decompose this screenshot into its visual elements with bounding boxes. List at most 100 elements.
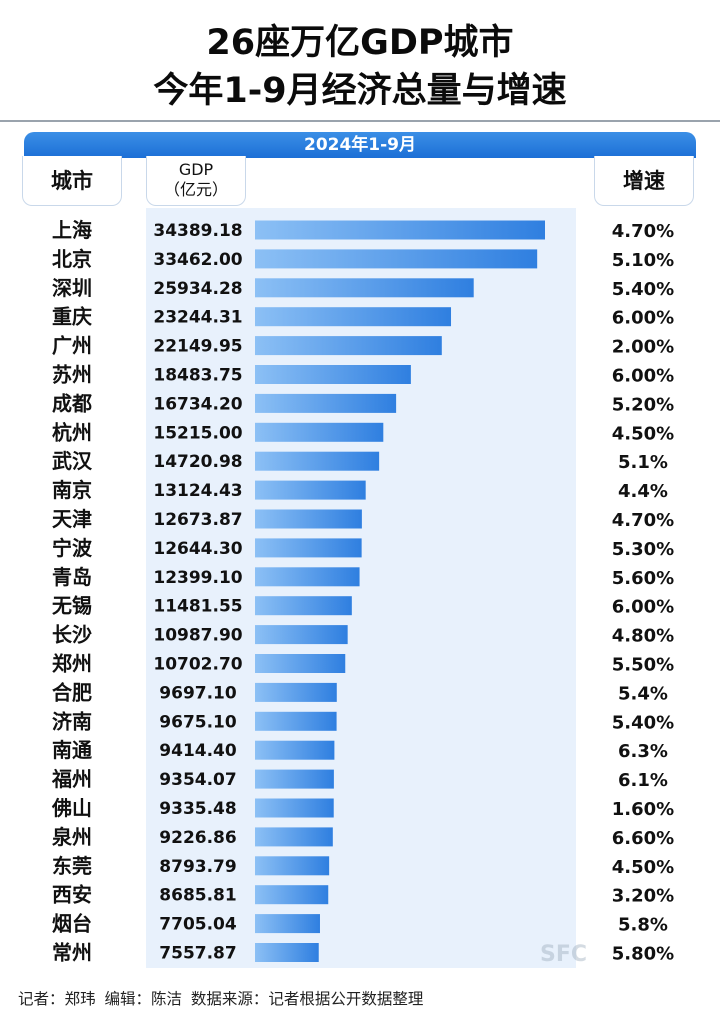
growth-rate-label: 5.1%: [618, 452, 668, 473]
table-row: 郑州 10702.70 5.50%: [52, 652, 674, 676]
gdp-bar: [255, 856, 330, 876]
table-row: 东莞 8793.79 4.50%: [52, 854, 674, 878]
gdp-value-label: 9414.40: [159, 741, 237, 761]
growth-rate-label: 5.80%: [612, 944, 674, 965]
footer-editor: 编辑：陈洁: [104, 990, 182, 1008]
column-header-gdp-unit: （亿元）: [163, 180, 228, 199]
watermark-logo: SFC: [540, 942, 588, 967]
table-row: 泉州 9226.86 6.60%: [51, 825, 674, 849]
gdp-bar: [255, 365, 411, 384]
city-label: 济南: [52, 709, 92, 733]
footer-reporter: 记者：郑玮: [18, 990, 96, 1008]
growth-rate-label: 5.50%: [612, 655, 674, 676]
gdp-value-label: 11481.55: [153, 597, 242, 617]
table-row: 广州 22149.95 2.00%: [52, 334, 674, 358]
gdp-value-label: 10987.90: [153, 626, 242, 646]
gdp-bar: [255, 480, 366, 500]
table-row: 成都 16734.20 5.20%: [52, 391, 674, 415]
city-label: 苏州: [52, 363, 92, 387]
gdp-value-label: 16734.20: [153, 394, 242, 414]
growth-rate-label: 6.00%: [612, 308, 674, 329]
growth-rate-label: 6.1%: [618, 770, 668, 791]
gdp-value-label: 13124.43: [153, 481, 242, 501]
city-label: 福州: [51, 767, 92, 791]
gdp-value-label: 7705.04: [159, 915, 237, 935]
city-label: 重庆: [52, 305, 92, 329]
gdp-bar: [255, 538, 362, 558]
gdp-value-label: 14720.98: [153, 452, 242, 472]
city-label: 杭州: [52, 420, 92, 444]
column-header-growth: 增速: [594, 156, 694, 206]
growth-rate-label: 6.3%: [618, 741, 668, 762]
gdp-panel-background: [146, 208, 576, 968]
gdp-bar: [255, 278, 474, 298]
growth-rate-label: 5.30%: [612, 539, 674, 560]
gdp-bar: [255, 307, 452, 327]
growth-rate-label: 5.40%: [612, 279, 674, 300]
column-header-city: 城市: [22, 156, 122, 206]
city-label: 泉州: [51, 825, 92, 849]
city-label: 青岛: [52, 565, 92, 589]
table-row: 南通 9414.40 6.3%: [52, 738, 668, 762]
column-header-gdp-label: GDP: [178, 160, 214, 179]
gdp-bar: [255, 943, 319, 962]
gdp-value-label: 9226.86: [159, 828, 236, 848]
city-label: 北京: [52, 247, 92, 271]
gdp-value-label: 15215.00: [153, 423, 242, 443]
city-label: 成都: [52, 391, 92, 415]
gdp-value-label: 9675.10: [159, 712, 237, 732]
gdp-value-label: 9335.48: [159, 799, 236, 819]
table-row: 北京 33462.00 5.10%: [52, 247, 674, 271]
city-label: 宁波: [52, 536, 93, 560]
growth-rate-label: 6.60%: [612, 828, 674, 849]
table-row: 天津 12673.87 4.70%: [52, 507, 674, 531]
gdp-value-label: 33462.00: [153, 250, 242, 270]
city-label: 上海: [52, 218, 92, 242]
table-row: 长沙 10987.90 4.80%: [52, 623, 674, 647]
table-row: 佛山 9335.48 1.60%: [51, 796, 674, 820]
growth-rate-label: 5.20%: [612, 394, 674, 415]
city-label: 常州: [52, 941, 92, 965]
city-label: 天津: [52, 507, 92, 531]
period-banner: 2024年1-9月: [24, 132, 696, 158]
top-divider: [0, 120, 720, 122]
gdp-value-label: 8685.81: [159, 886, 236, 906]
growth-rate-label: 4.80%: [612, 626, 674, 647]
city-label: 南京: [52, 478, 92, 502]
gdp-value-label: 22149.95: [153, 337, 242, 357]
gdp-bar: [255, 885, 329, 905]
gdp-value-label: 8793.79: [159, 857, 236, 877]
gdp-bar: [255, 682, 337, 702]
city-label: 合肥: [52, 680, 92, 704]
city-label: 广州: [52, 334, 92, 358]
city-label: 深圳: [52, 276, 92, 300]
city-label: 佛山: [51, 796, 92, 820]
gdp-bar: [255, 393, 397, 413]
growth-rate-label: 2.00%: [612, 337, 674, 358]
city-label: 无锡: [52, 594, 92, 618]
growth-rate-label: 6.00%: [612, 366, 674, 387]
table-row: 苏州 18483.75 6.00%: [52, 363, 674, 387]
gdp-bar: [255, 596, 352, 616]
growth-rate-label: 5.10%: [612, 250, 674, 271]
gdp-value-label: 7557.87: [159, 944, 236, 964]
gdp-bar: [255, 625, 348, 645]
growth-rate-label: 3.20%: [612, 886, 674, 907]
gdp-value-label: 18483.75: [153, 366, 242, 386]
gdp-value-label: 12673.87: [153, 510, 242, 530]
city-label: 南通: [52, 738, 92, 762]
table-row: 上海 34389.18 4.70%: [52, 218, 674, 242]
gdp-bar: [255, 220, 545, 240]
growth-rate-label: 6.00%: [612, 597, 674, 618]
growth-rate-label: 4.4%: [618, 481, 668, 502]
gdp-bar: [255, 249, 538, 269]
city-label: 长沙: [52, 623, 92, 647]
column-header-gdp: GDP （亿元）: [146, 156, 246, 206]
growth-rate-label: 5.40%: [612, 712, 674, 733]
gdp-bar: [255, 451, 380, 471]
gdp-bar: [255, 336, 442, 356]
growth-rate-label: 5.8%: [618, 915, 668, 936]
gdp-value-label: 34389.18: [153, 221, 242, 241]
gdp-bar: [255, 914, 320, 934]
table-row: 杭州 15215.00 4.50%: [52, 420, 674, 444]
